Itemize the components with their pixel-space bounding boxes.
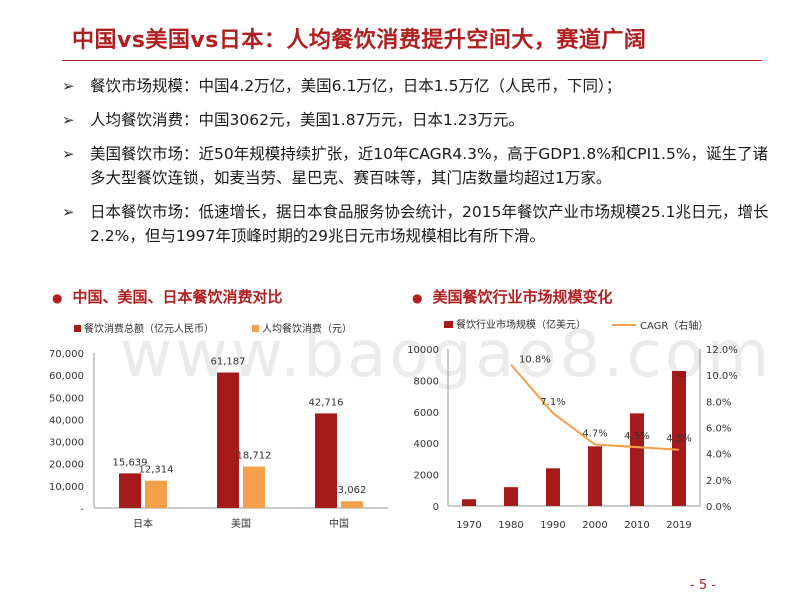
y-tick-label-left: 0	[433, 502, 439, 513]
section-heading-text: 中国、美国、日本餐饮消费对比	[72, 288, 283, 306]
bar	[672, 370, 686, 506]
bullet-text: 人均餐饮消费：中国3062元，美国1.87万元，日本1.23万元。	[90, 111, 524, 129]
arrow-bullet-icon: ➢	[62, 203, 75, 221]
y-tick-label-left: 2000	[414, 471, 439, 482]
legend-swatch	[74, 325, 81, 332]
y-tick-label: 40,000	[49, 415, 84, 426]
y-tick-label-left: 8000	[414, 376, 439, 387]
section-heading-text: 美国餐饮行业市场规模变化	[432, 288, 613, 306]
legend-label: 人均餐饮消费（元）	[262, 322, 352, 335]
y-tick-label: -	[80, 504, 84, 515]
section-heading-comparison: ● 中国、美国、日本餐饮消费对比	[52, 286, 283, 307]
bar	[504, 487, 518, 506]
y-tick-label: 30,000	[49, 438, 84, 449]
x-tick-label: 2010	[624, 520, 649, 531]
legend-label: 餐饮行业市场规模（亿美元）	[456, 318, 586, 331]
data-label: 61,187	[211, 357, 246, 368]
y-tick-label: 70,000	[49, 349, 84, 360]
x-tick-label: 中国	[329, 517, 349, 530]
y-tick-label-right: 8.0%	[706, 397, 731, 408]
bar	[315, 413, 337, 508]
y-tick-label: 60,000	[49, 371, 84, 382]
x-tick-label: 1970	[456, 520, 481, 531]
data-label: 15,639	[113, 457, 148, 468]
bullet-dot-icon: ●	[412, 291, 423, 305]
bullet-text: 餐饮市场规模：中国4.2万亿，美国6.1万亿，日本1.5万亿（人民币，下同）；	[90, 77, 622, 95]
data-label: 4.7%	[582, 429, 607, 440]
y-tick-label-right: 4.0%	[706, 450, 731, 461]
legend-swatch	[252, 325, 259, 332]
x-tick-label: 美国	[231, 517, 251, 530]
x-tick-label: 日本	[133, 517, 153, 530]
x-tick-label: 2000	[582, 520, 607, 531]
arrow-bullet-icon: ➢	[62, 145, 75, 163]
legend-label: 餐饮消费总额（亿元人民币）	[84, 322, 214, 335]
section-heading-us-market: ● 美国餐饮行业市场规模变化	[412, 286, 613, 307]
x-tick-label: 1980	[498, 520, 523, 531]
x-tick-label: 1990	[540, 520, 565, 531]
y-tick-label-right: 2.0%	[706, 476, 731, 487]
y-tick-label-right: 6.0%	[706, 424, 731, 435]
arrow-bullet-icon: ➢	[62, 111, 75, 129]
data-label: 12,314	[139, 465, 174, 476]
slide-title: 中国vs美国vs日本：人均餐饮消费提升空间大，赛道广阔	[72, 28, 647, 53]
bullet-market-size: ➢ 餐饮市场规模：中国4.2万亿，美国6.1万亿，日本1.5万亿（人民币，下同）…	[60, 74, 780, 98]
x-tick-label: 2019	[666, 520, 691, 531]
data-label: 10.8%	[519, 355, 551, 366]
bullet-text: 美国餐饮市场：近50年规模持续扩张，近10年CAGR4.3%，高于GDP1.8%…	[90, 145, 769, 187]
arrow-bullet-icon: ➢	[62, 77, 75, 95]
data-label: 4.3%	[666, 434, 691, 445]
bar	[341, 501, 363, 508]
bar	[630, 413, 644, 506]
bar	[243, 466, 265, 508]
y-tick-label: 10,000	[49, 482, 84, 493]
y-tick-label-right: 0.0%	[706, 502, 731, 513]
cagr-line	[510, 364, 680, 451]
bar	[119, 473, 141, 508]
data-label: 4.5%	[624, 431, 649, 442]
y-tick-label-right: 10.0%	[706, 371, 738, 382]
data-label: 18,712	[237, 451, 272, 462]
y-tick-label-left: 10000	[407, 345, 439, 356]
y-tick-label-right: 12.0%	[706, 345, 738, 356]
bullet-us-market: ➢ 美国餐饮市场：近50年规模持续扩张，近10年CAGR4.3%，高于GDP1.…	[60, 142, 780, 190]
bar	[462, 499, 476, 506]
bar	[145, 480, 167, 508]
y-tick-label: 50,000	[49, 393, 84, 404]
legend-swatch	[444, 321, 453, 328]
bullet-per-capita: ➢ 人均餐饮消费：中国3062元，美国1.87万元，日本1.23万元。	[60, 108, 780, 132]
data-label: 7.1%	[540, 397, 565, 408]
bar	[217, 372, 239, 508]
title-divider	[62, 60, 762, 61]
bullet-dot-icon: ●	[52, 291, 63, 305]
data-label: 42,716	[309, 397, 344, 408]
legend-label: CAGR（右轴）	[640, 319, 708, 332]
bullet-text: 日本餐饮市场：低速增长，据日本食品服务协会统计，2015年餐饮产业市场规模25.…	[90, 203, 769, 245]
y-tick-label: 20,000	[49, 460, 84, 471]
bar	[546, 468, 560, 506]
bullet-japan-market: ➢ 日本餐饮市场：低速增长，据日本食品服务协会统计，2015年餐饮产业市场规模2…	[60, 200, 780, 248]
bar	[588, 446, 602, 506]
data-label: 3,062	[338, 485, 367, 496]
watermark: www.baogao8.com	[120, 318, 773, 392]
bullet-list: ➢ 餐饮市场规模：中国4.2万亿，美国6.1万亿，日本1.5万亿（人民币，下同）…	[60, 74, 780, 258]
y-tick-label-left: 4000	[414, 439, 439, 450]
page-number: - 5 -	[690, 578, 716, 593]
y-tick-label-left: 6000	[414, 408, 439, 419]
